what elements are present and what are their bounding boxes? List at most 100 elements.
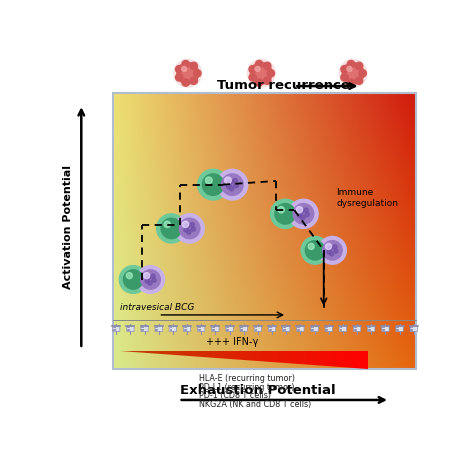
Circle shape	[190, 62, 198, 70]
Circle shape	[126, 273, 132, 279]
Circle shape	[137, 265, 164, 293]
Circle shape	[182, 221, 189, 228]
Circle shape	[356, 77, 363, 84]
Circle shape	[146, 275, 151, 280]
Circle shape	[187, 230, 191, 234]
Circle shape	[327, 250, 331, 254]
Circle shape	[190, 77, 198, 84]
Circle shape	[296, 207, 302, 213]
Circle shape	[198, 169, 228, 200]
Circle shape	[255, 79, 263, 86]
Circle shape	[247, 59, 275, 87]
Circle shape	[221, 174, 243, 195]
Circle shape	[255, 66, 260, 72]
FancyBboxPatch shape	[112, 326, 120, 332]
Circle shape	[319, 237, 346, 264]
Circle shape	[323, 241, 342, 260]
FancyBboxPatch shape	[212, 326, 219, 332]
Circle shape	[175, 214, 204, 243]
Circle shape	[152, 278, 156, 283]
Circle shape	[177, 63, 199, 84]
Circle shape	[347, 60, 355, 68]
Circle shape	[341, 74, 348, 81]
FancyBboxPatch shape	[367, 326, 375, 332]
Circle shape	[144, 273, 150, 279]
Circle shape	[226, 184, 231, 189]
Circle shape	[304, 208, 308, 212]
Circle shape	[229, 186, 234, 191]
Text: Immune
dysregulation: Immune dysregulation	[337, 188, 399, 208]
Circle shape	[267, 70, 274, 77]
FancyBboxPatch shape	[268, 326, 276, 332]
Circle shape	[299, 210, 303, 214]
Circle shape	[301, 237, 329, 264]
Circle shape	[182, 79, 190, 86]
Circle shape	[217, 169, 248, 200]
Circle shape	[182, 60, 190, 68]
Circle shape	[161, 218, 182, 238]
Circle shape	[333, 245, 337, 249]
Circle shape	[356, 62, 363, 70]
Circle shape	[164, 221, 171, 228]
Text: Tumor recurrence: Tumor recurrence	[217, 79, 350, 92]
Circle shape	[179, 218, 200, 238]
Circle shape	[359, 70, 366, 77]
Circle shape	[305, 241, 325, 260]
FancyBboxPatch shape	[240, 326, 247, 332]
Text: +++ IFN-γ: +++ IFN-γ	[206, 337, 258, 347]
Circle shape	[249, 74, 256, 81]
Circle shape	[342, 63, 364, 84]
Circle shape	[141, 270, 160, 289]
Circle shape	[182, 66, 187, 72]
FancyBboxPatch shape	[311, 326, 318, 332]
Text: Exhaustion Potential: Exhaustion Potential	[180, 384, 336, 397]
FancyBboxPatch shape	[396, 326, 403, 332]
Circle shape	[278, 207, 284, 213]
Circle shape	[308, 243, 314, 249]
Circle shape	[151, 274, 155, 278]
Circle shape	[174, 59, 202, 87]
Circle shape	[264, 62, 271, 70]
FancyBboxPatch shape	[127, 326, 134, 332]
FancyBboxPatch shape	[254, 326, 262, 332]
Text: PD-1 (CD8 T cells): PD-1 (CD8 T cells)	[199, 391, 271, 400]
Circle shape	[255, 60, 263, 68]
Text: intravesical BCG: intravesical BCG	[120, 303, 194, 312]
Circle shape	[175, 65, 183, 73]
Circle shape	[225, 177, 231, 184]
Circle shape	[250, 63, 273, 84]
Circle shape	[175, 74, 183, 81]
Circle shape	[234, 183, 238, 188]
Circle shape	[347, 66, 352, 72]
FancyBboxPatch shape	[226, 326, 233, 332]
Circle shape	[157, 214, 186, 243]
Circle shape	[301, 215, 305, 219]
Text: PD-L1 (recurring tumor): PD-L1 (recurring tumor)	[199, 383, 294, 392]
Circle shape	[205, 177, 212, 184]
FancyBboxPatch shape	[183, 326, 191, 332]
Circle shape	[289, 199, 318, 228]
Circle shape	[328, 246, 332, 250]
Bar	[112, 93, 416, 369]
FancyBboxPatch shape	[325, 326, 332, 332]
Circle shape	[329, 252, 334, 256]
Text: Activation Potential: Activation Potential	[64, 164, 73, 289]
FancyBboxPatch shape	[155, 326, 163, 332]
FancyBboxPatch shape	[410, 326, 418, 332]
Circle shape	[326, 243, 331, 249]
FancyBboxPatch shape	[198, 326, 205, 332]
Text: NKG2A (NK and CD8 T cells): NKG2A (NK and CD8 T cells)	[199, 400, 311, 409]
Circle shape	[124, 270, 143, 289]
Circle shape	[148, 281, 152, 285]
FancyBboxPatch shape	[297, 326, 304, 332]
Circle shape	[202, 174, 224, 195]
FancyBboxPatch shape	[283, 326, 290, 332]
FancyBboxPatch shape	[382, 326, 389, 332]
Circle shape	[298, 213, 302, 218]
Circle shape	[191, 227, 195, 231]
Circle shape	[305, 212, 310, 217]
Circle shape	[233, 179, 237, 183]
Circle shape	[228, 180, 232, 185]
Circle shape	[190, 223, 194, 227]
Circle shape	[347, 79, 355, 86]
